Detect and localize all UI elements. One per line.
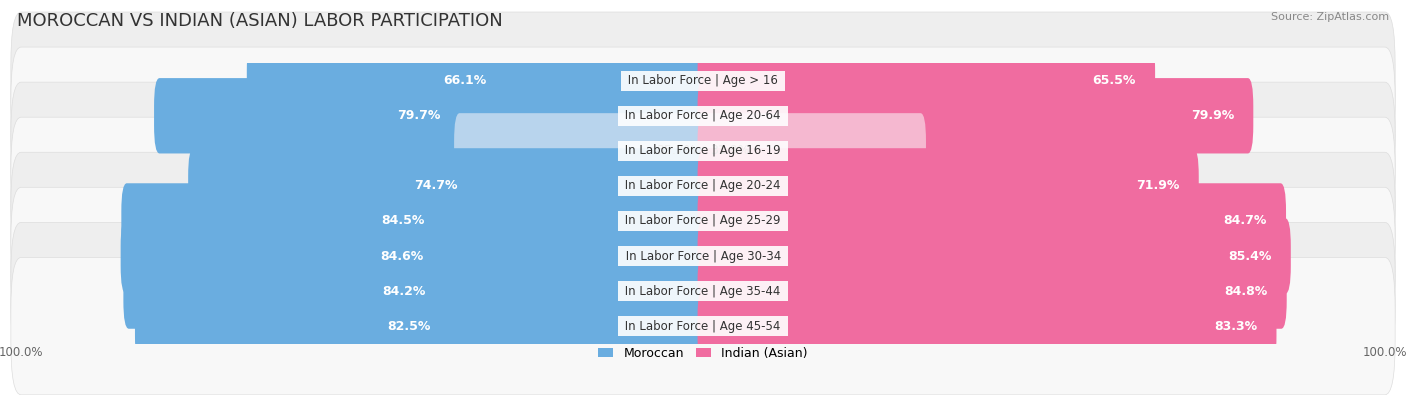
FancyBboxPatch shape [697, 288, 1277, 364]
FancyBboxPatch shape [11, 47, 1395, 184]
FancyBboxPatch shape [697, 43, 1156, 118]
FancyBboxPatch shape [11, 82, 1395, 220]
FancyBboxPatch shape [697, 78, 1253, 154]
Text: In Labor Force | Age 20-64: In Labor Force | Age 20-64 [621, 109, 785, 122]
FancyBboxPatch shape [697, 113, 927, 188]
FancyBboxPatch shape [121, 218, 709, 294]
Text: 71.9%: 71.9% [1136, 179, 1180, 192]
FancyBboxPatch shape [697, 253, 1286, 329]
Text: 84.7%: 84.7% [1223, 214, 1267, 228]
Text: In Labor Force | Age 20-24: In Labor Force | Age 20-24 [621, 179, 785, 192]
FancyBboxPatch shape [11, 258, 1395, 395]
FancyBboxPatch shape [697, 218, 1291, 294]
FancyBboxPatch shape [121, 183, 709, 259]
Legend: Moroccan, Indian (Asian): Moroccan, Indian (Asian) [598, 347, 808, 360]
FancyBboxPatch shape [454, 113, 709, 188]
Text: 84.5%: 84.5% [381, 214, 425, 228]
FancyBboxPatch shape [11, 117, 1395, 255]
Text: 66.1%: 66.1% [443, 74, 486, 87]
Text: In Labor Force | Age 45-54: In Labor Force | Age 45-54 [621, 320, 785, 333]
FancyBboxPatch shape [135, 288, 709, 364]
Text: In Labor Force | Age 30-34: In Labor Force | Age 30-34 [621, 250, 785, 263]
FancyBboxPatch shape [188, 148, 709, 224]
FancyBboxPatch shape [247, 43, 709, 118]
Text: MOROCCAN VS INDIAN (ASIAN) LABOR PARTICIPATION: MOROCCAN VS INDIAN (ASIAN) LABOR PARTICI… [17, 12, 502, 30]
Text: In Labor Force | Age 16-19: In Labor Force | Age 16-19 [621, 144, 785, 157]
Text: 31.9%: 31.9% [710, 144, 749, 157]
Text: 83.3%: 83.3% [1215, 320, 1257, 333]
FancyBboxPatch shape [11, 187, 1395, 325]
Text: 35.7%: 35.7% [657, 144, 696, 157]
Text: 84.2%: 84.2% [382, 284, 425, 297]
Text: In Labor Force | Age 25-29: In Labor Force | Age 25-29 [621, 214, 785, 228]
Text: Source: ZipAtlas.com: Source: ZipAtlas.com [1271, 12, 1389, 22]
FancyBboxPatch shape [11, 222, 1395, 360]
FancyBboxPatch shape [11, 12, 1395, 149]
Text: 82.5%: 82.5% [388, 320, 432, 333]
Text: 65.5%: 65.5% [1092, 74, 1136, 87]
Text: 85.4%: 85.4% [1229, 250, 1271, 263]
Text: 79.7%: 79.7% [396, 109, 440, 122]
Text: In Labor Force | Age > 16: In Labor Force | Age > 16 [624, 74, 782, 87]
Text: 84.6%: 84.6% [381, 250, 423, 263]
FancyBboxPatch shape [155, 78, 709, 154]
Text: 84.8%: 84.8% [1225, 284, 1268, 297]
FancyBboxPatch shape [697, 148, 1199, 224]
Text: 74.7%: 74.7% [415, 179, 458, 192]
Text: In Labor Force | Age 35-44: In Labor Force | Age 35-44 [621, 284, 785, 297]
FancyBboxPatch shape [124, 253, 709, 329]
FancyBboxPatch shape [11, 152, 1395, 290]
FancyBboxPatch shape [697, 183, 1286, 259]
Text: 79.9%: 79.9% [1191, 109, 1234, 122]
